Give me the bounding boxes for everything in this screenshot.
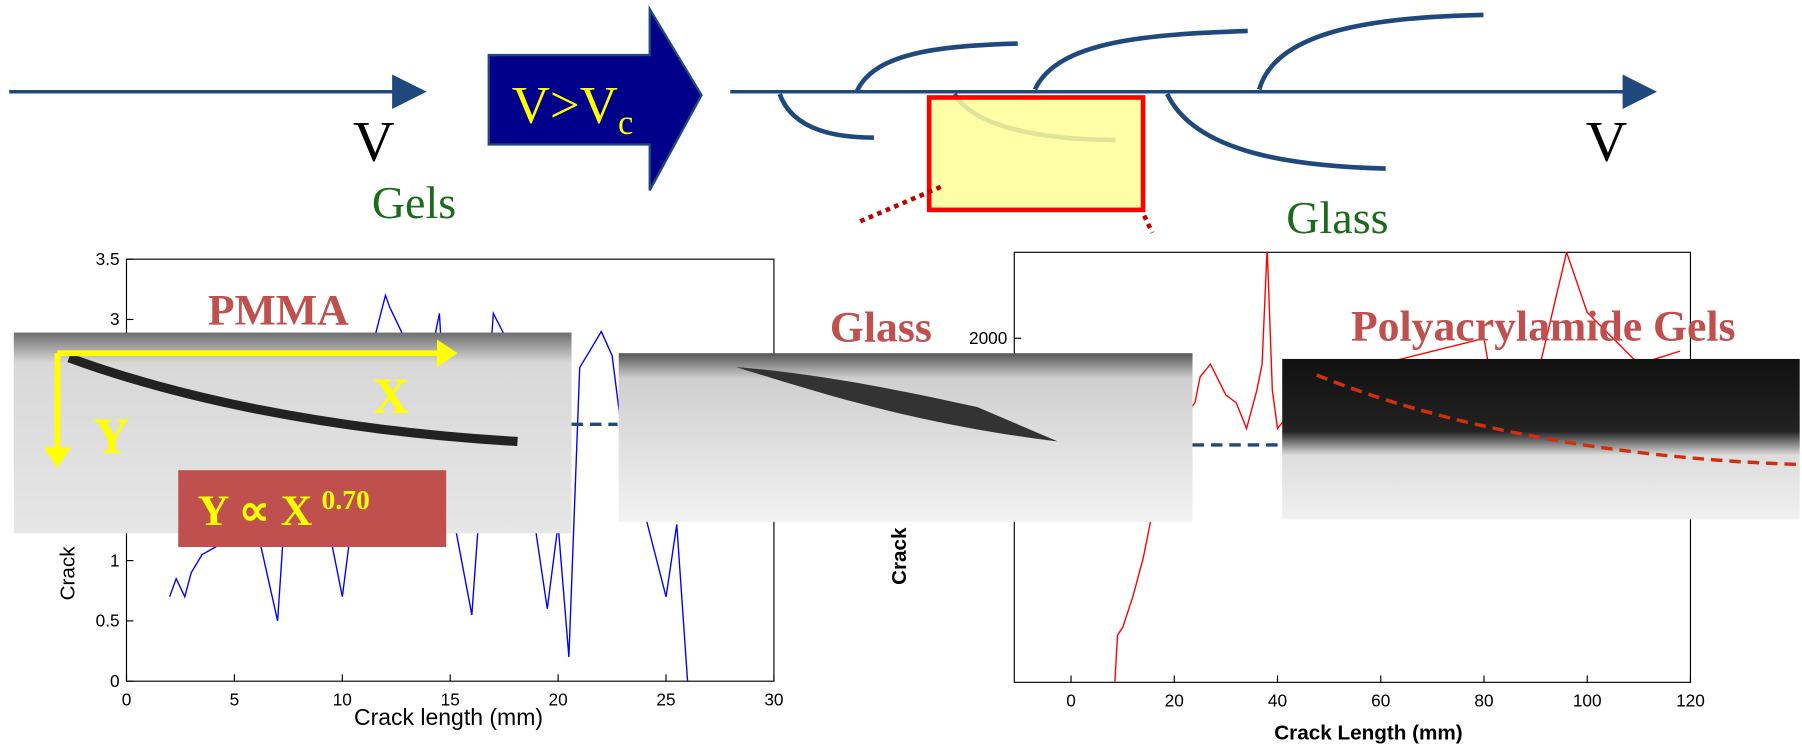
- x-tick-label: 0: [1066, 690, 1076, 710]
- zoom-line: [1142, 214, 1155, 234]
- x-tick-label: 20: [1165, 690, 1184, 710]
- y-axis-label: Crack: [57, 546, 80, 601]
- x-tick-label: 5: [230, 689, 240, 709]
- law-box: [178, 470, 447, 548]
- velocity-label: V: [1586, 111, 1628, 174]
- x-arrow-head: [436, 339, 458, 367]
- arrow-main: V>V: [512, 77, 618, 135]
- fit-curve: [1316, 373, 1800, 467]
- x-tick-label: 10: [333, 689, 352, 709]
- y-tick-label: 0.5: [96, 611, 120, 631]
- power-law: Y ∝ X 0.70: [198, 484, 370, 535]
- arrow-label: V>Vc: [512, 77, 634, 142]
- photos: X Y Y ∝ X 0.70 PMMA Glass Polyacrylamide …: [13, 287, 1800, 548]
- x-axis-label: Crack Length (mm): [1274, 722, 1462, 745]
- crack-trace: [735, 366, 1058, 442]
- x-tick-label: 40: [1268, 690, 1287, 710]
- crack-trace: [67, 353, 518, 447]
- velocity-label: V: [353, 111, 395, 174]
- material-label: Polyacrylamide Gels: [1351, 303, 1736, 351]
- y-tick-label: 0: [110, 671, 120, 691]
- x-tick-label: 30: [764, 689, 783, 709]
- y-tick-label: 3.5: [96, 249, 120, 269]
- zoom-box: [926, 95, 1146, 213]
- x-tick-label: 25: [656, 689, 675, 709]
- x-tick-label: 0: [122, 689, 132, 709]
- x-tick-label: 60: [1371, 690, 1390, 710]
- axis-y-label: Y: [93, 408, 130, 464]
- x-axis-label: Crack length (mm): [354, 704, 543, 730]
- transition-arrow: [487, 5, 703, 191]
- material-label: PMMA: [208, 287, 349, 335]
- y-tick-label: 3: [110, 309, 120, 329]
- law-text: Y ∝ X: [198, 487, 313, 535]
- schematic: V V>Vc V Gels Glass: [9, 5, 1658, 243]
- x-tick-label: 15: [441, 689, 460, 709]
- x-tick-label: 120: [1676, 690, 1705, 710]
- y-axis-label: Crack: [888, 527, 911, 585]
- material-label: Gels: [372, 177, 456, 228]
- glass-photo: [618, 353, 1193, 522]
- gel-photo: [1282, 358, 1800, 520]
- y-arrow-head: [43, 447, 72, 468]
- x-tick-label: 80: [1474, 690, 1493, 710]
- x-tick-label: 100: [1573, 690, 1602, 710]
- material-label: Glass: [830, 304, 932, 352]
- x-tick-label: 20: [549, 689, 568, 709]
- y-tick-label: 1: [110, 550, 120, 570]
- arrow-sub: c: [618, 104, 633, 142]
- axis-x-label: X: [373, 368, 410, 424]
- y-tick-label: 2000: [969, 328, 1007, 348]
- law-exponent: 0.70: [322, 484, 370, 515]
- material-label: Glass: [1286, 192, 1388, 243]
